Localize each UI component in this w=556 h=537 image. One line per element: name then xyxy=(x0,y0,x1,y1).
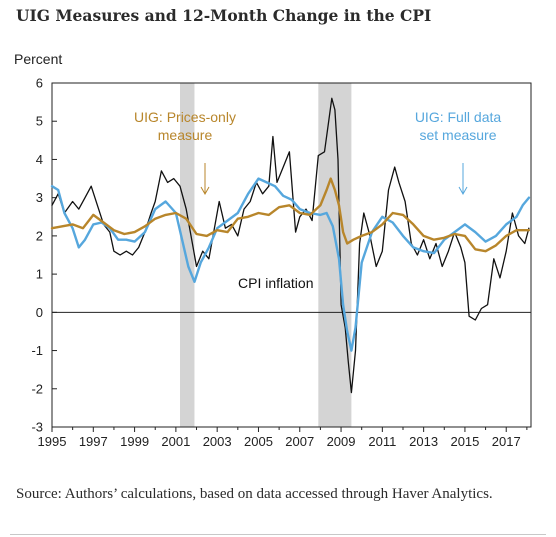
recession-band-1 xyxy=(180,83,195,427)
y-tick-label-5: 5 xyxy=(36,114,43,129)
y-tick-label-4: 4 xyxy=(36,152,43,167)
annotation-arrowhead-full_data xyxy=(458,186,468,196)
x-tick-label-2003: 2003 xyxy=(203,434,232,449)
x-tick-label-2011: 2011 xyxy=(368,434,396,449)
recession-band-2 xyxy=(318,83,352,427)
x-tick-label-2013: 2013 xyxy=(409,434,438,449)
annotation-full_data: UIG: Full data set measure xyxy=(415,109,502,143)
x-tick-label-1999: 1999 xyxy=(120,434,149,449)
y-axis-title: Percent xyxy=(14,51,62,67)
x-tick-label-1997: 1997 xyxy=(79,434,108,449)
y-tick-label--2: -2 xyxy=(31,381,43,396)
plot-frame xyxy=(51,82,532,428)
x-tick-label-2005: 2005 xyxy=(244,434,273,449)
x-tick-label-1995: 1995 xyxy=(38,434,67,449)
x-tick-label-2017: 2017 xyxy=(492,434,521,449)
series-line-full_data xyxy=(50,177,531,352)
y-tick-label-6: 6 xyxy=(36,76,43,91)
chart-title: UIG Measures and 12-Month Change in the … xyxy=(16,6,432,25)
y-tick-label-2: 2 xyxy=(36,228,43,243)
chart-annotations: UIG: Prices-only measure UIG: Full data set… xyxy=(134,109,501,291)
bottom-divider xyxy=(10,534,546,535)
x-tick-label-2009: 2009 xyxy=(327,434,356,449)
axis-labels: -3 -2 -1 0 1 2 3 4 5 6 1995 1997 1999 2001 2003 2005 200… xyxy=(14,51,521,449)
recession-bands xyxy=(180,83,352,427)
chart-series xyxy=(50,97,531,394)
x-tick-label-2001: 2001 xyxy=(161,434,190,449)
y-tick-label-0: 0 xyxy=(36,305,43,320)
y-tick-label-1: 1 xyxy=(36,267,43,282)
annotation-cpi: CPI inflation xyxy=(238,275,313,291)
y-tick-label--1: -1 xyxy=(31,343,43,358)
y-tick-label-3: 3 xyxy=(36,190,43,205)
series-line-prices_only xyxy=(50,177,531,253)
source-note: Source: Authors’ calculations, based on … xyxy=(16,486,493,502)
line-chart: UIG: Prices-only measure UIG: Full data set… xyxy=(14,51,532,449)
annotation-prices_only: UIG: Prices-only measure xyxy=(134,109,236,143)
chart-axes xyxy=(51,82,532,432)
y-tick-label--3: -3 xyxy=(31,420,43,435)
annotation-arrowhead-prices_only xyxy=(200,186,210,196)
x-tick-label-2015: 2015 xyxy=(450,434,479,449)
x-tick-label-2007: 2007 xyxy=(285,434,314,449)
